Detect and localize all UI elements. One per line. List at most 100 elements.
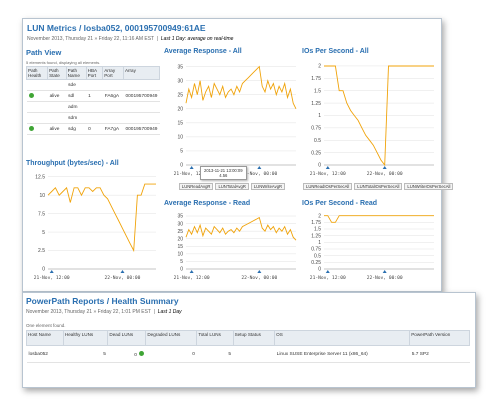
y-tick-label: 1: [318, 113, 321, 119]
y-tick-label: 10: [177, 135, 183, 141]
health-title: PowerPath Reports / Health Summary: [26, 296, 179, 306]
data-line: [185, 216, 297, 241]
cell: sde: [66, 79, 87, 91]
column-header: Array: [122, 66, 161, 80]
cell: [47, 112, 67, 124]
data-line: [324, 215, 434, 223]
cell: [123, 79, 160, 91]
cell: 5.7 SP2: [409, 345, 470, 363]
status-icon: [138, 350, 144, 356]
cell: [26, 112, 48, 124]
date: November 2013, Thursday 21 » Friday 22, …: [27, 36, 155, 42]
y-tick-label: 5: [42, 230, 45, 236]
chart-title: Throughput (bytes/sec) - All: [26, 160, 119, 167]
y-tick-label: 0.5: [314, 138, 321, 144]
y-tick-label: 2: [318, 213, 321, 219]
tooltip-time: 2013-11-21 13:00:09: [204, 168, 243, 173]
x-tick-label: 22-Nov, 00:00: [241, 275, 277, 281]
found: One element found.: [26, 323, 66, 328]
y-tick-label: 35: [177, 214, 183, 220]
cell: sdm: [66, 112, 87, 124]
tooltip-value: 4.56: [219, 173, 228, 178]
chart: IOs Per Second - All 0 0.25 0.5 0.75 1 1.25 1.5…: [302, 48, 454, 198]
cell: [26, 79, 48, 91]
y-tick-label: 30: [177, 221, 183, 227]
x-tick-label: 22-Nov, 00:00: [241, 171, 277, 177]
y-tick-label: 20: [177, 236, 183, 242]
y-tick-label: 1.75: [311, 220, 321, 226]
y-tick-label: 0: [180, 163, 183, 169]
cell: alive: [47, 90, 67, 102]
x-tick: [257, 166, 262, 169]
data-line: [47, 183, 156, 253]
period: Last 1 Day: average on real-time: [160, 36, 234, 42]
path-view: Path View 5 elements found, displaying a…: [25, 48, 161, 152]
x-tick-label: 22-Nov, 00:00: [367, 171, 403, 177]
column-header: Path Name: [65, 66, 87, 80]
legend-entry: LUNReadAvgR: [178, 183, 214, 190]
legend-entry: LUNReadIOsPerSecAll: [303, 183, 353, 190]
y-tick-label: 15: [177, 244, 183, 250]
cell: sdl: [66, 90, 87, 102]
cell: 000195700949: [123, 123, 160, 135]
y-tick-label: 1: [318, 240, 321, 246]
column-header: PowerPath Version: [409, 330, 470, 346]
y-tick-label: 0.75: [311, 126, 321, 132]
y-tick-label: 1.5: [314, 227, 321, 233]
legend-entry: LUNTotalIOsPerSecAll: [354, 183, 403, 190]
cell: [26, 123, 48, 135]
x-tick-label: 21-Nov, 12:00: [310, 171, 346, 177]
cell: [102, 79, 124, 91]
y-tick-label: 15: [177, 121, 183, 127]
cell: 0: [145, 345, 197, 363]
path-view-title: Path View: [26, 48, 62, 57]
y-tick-label: 12.5: [35, 174, 45, 180]
x-tick: [382, 270, 387, 273]
cell: FA6gA: [102, 90, 124, 102]
chart: Average Response - Read 0 5 10 15 20 25 30 35 21-…: [164, 200, 300, 288]
cell: Linux SUSE Enterprise Server 11 (x86_64): [274, 345, 410, 363]
x-tick: [189, 270, 194, 273]
chart-title: Average Response - Read: [164, 200, 251, 207]
y-tick-label: 25: [177, 92, 183, 98]
date: November 2013, Thursday 21 » Friday 22, …: [26, 309, 151, 315]
column-header: Path Health: [25, 66, 49, 80]
y-tick-label: 1.25: [311, 101, 321, 107]
cell: losba052: [26, 345, 64, 363]
y-tick-label: 20: [177, 106, 183, 112]
cell: 1: [86, 90, 103, 102]
cell: 5: [196, 345, 234, 363]
y-tick-label: 30: [177, 78, 183, 84]
y-tick-label: 2: [318, 64, 321, 70]
y-tick-label: 1.25: [311, 233, 321, 239]
table-row: adm: [26, 101, 160, 113]
x-tick-label: 22-Nov, 00:00: [104, 275, 140, 281]
cell: [102, 112, 124, 124]
cell: sdg: [66, 123, 87, 135]
y-tick-label: 10: [177, 252, 183, 258]
cell: [123, 101, 160, 113]
x-tick: [325, 166, 330, 169]
table-row: alive sdl 1 FA6gA 000195700949: [26, 90, 160, 102]
table-row: sdm: [26, 112, 160, 124]
health-icon: [28, 125, 34, 131]
chart: Average Response - All 0 5 10 15 20 25 30 35 21-N…: [164, 48, 300, 198]
health-date: November 2013, Thursday 21 » Friday 22, …: [26, 309, 182, 315]
cell: [47, 79, 67, 91]
legend-entry: LUNWriteIOsPerSecAll: [404, 183, 454, 190]
y-tick-label: 25: [177, 229, 183, 235]
table-row: alive sdg 0 FA7gA 000195700949: [26, 123, 160, 135]
chart-title: IOs Per Second - Read: [302, 200, 378, 207]
found: 5 elements found, displaying all element…: [26, 60, 101, 65]
y-tick-label: 1.75: [311, 76, 321, 82]
column-header: Total LUNs: [196, 330, 234, 346]
y-tick-label: 0.5: [314, 253, 321, 259]
chart-title: IOs Per Second - All: [302, 48, 369, 55]
cell: [47, 101, 67, 113]
x-tick-label: 21-Nov, 12:00: [174, 171, 210, 177]
chart-svg: 0 2.5 5 7.5 10 12.5 21-Nov, 12:00 22-Nov, 00:00: [34, 174, 156, 281]
column-header: Healthy LUNs: [62, 330, 109, 346]
x-tick: [189, 166, 194, 169]
